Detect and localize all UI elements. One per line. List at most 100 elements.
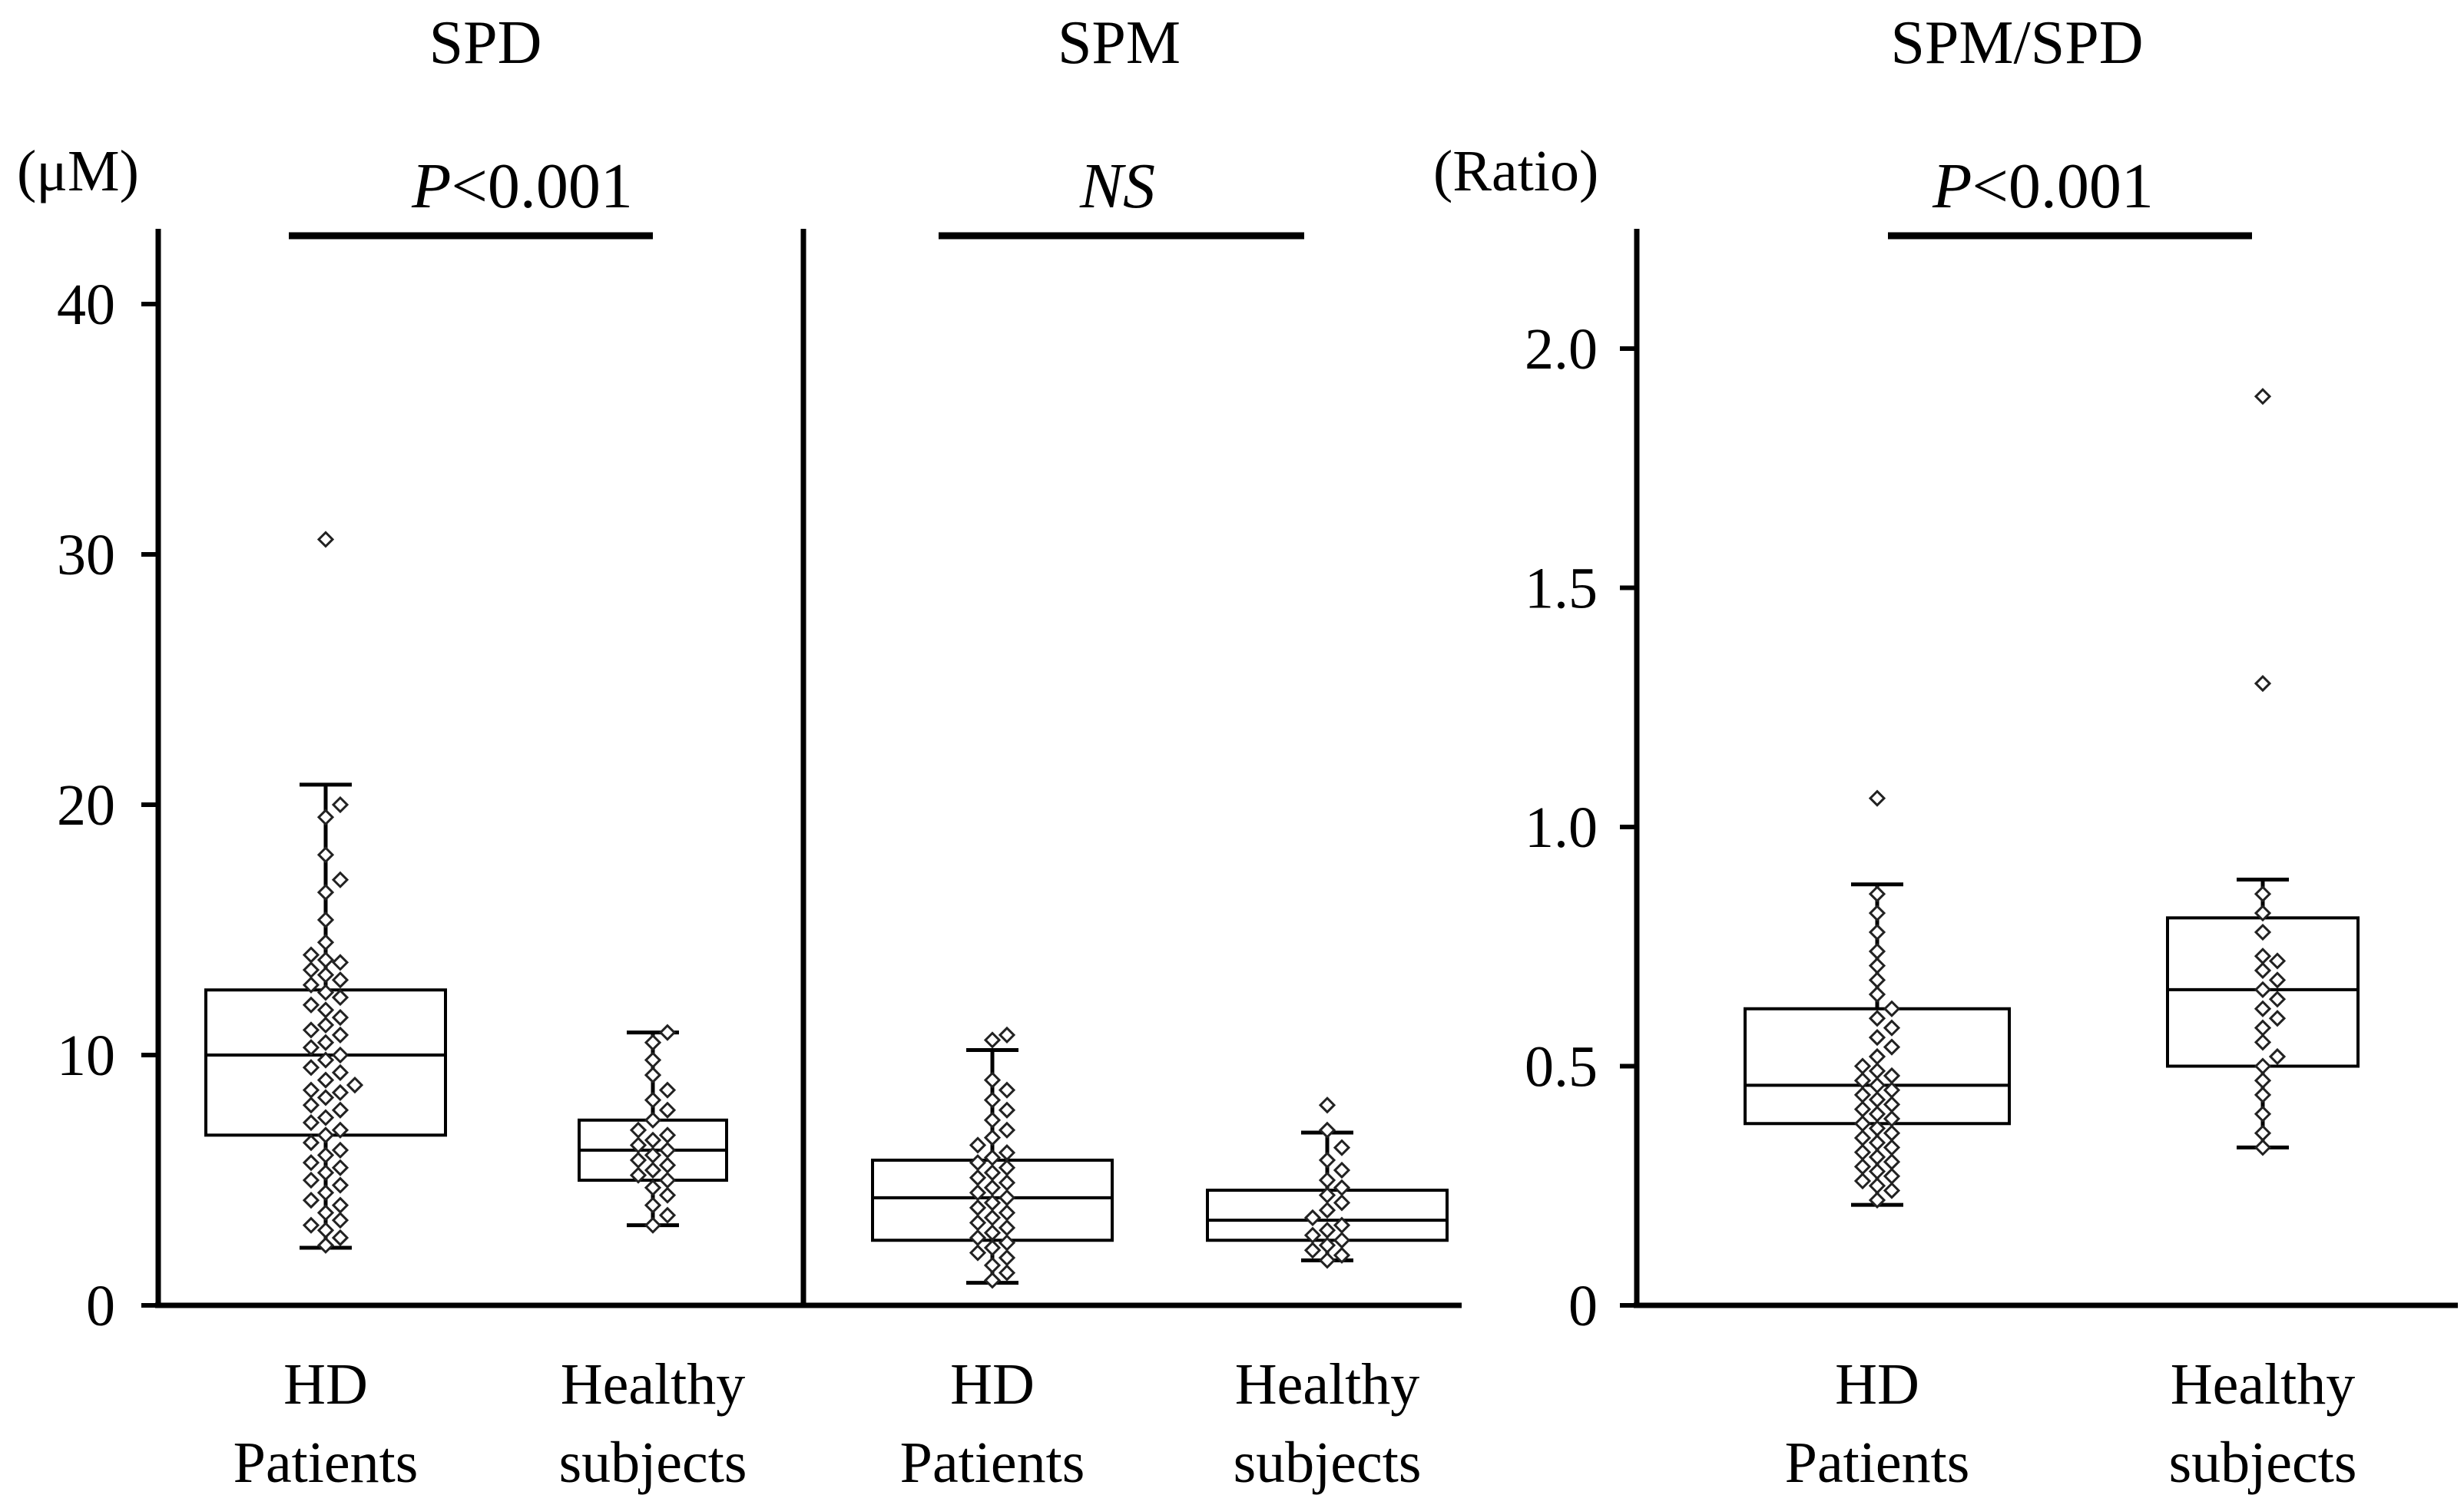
data-point (1868, 1062, 1886, 1080)
data-point (658, 1156, 677, 1174)
data-point (331, 988, 349, 1007)
x-label-ratio-hd-line1: HD (1835, 1352, 1919, 1417)
data-point (1853, 1158, 1872, 1176)
data-point (316, 1001, 335, 1019)
data-point (1868, 1028, 1886, 1047)
data-point (331, 1026, 349, 1044)
significance-label-ratio: P<0.001 (1932, 150, 2154, 222)
data-point (1333, 1179, 1351, 1196)
data-point (331, 1141, 349, 1159)
data-point (998, 1174, 1016, 1192)
data-point (331, 1008, 349, 1027)
data-point (644, 1131, 662, 1149)
data-point (302, 1059, 320, 1077)
data-point (2254, 674, 2272, 693)
data-point (1883, 1038, 1901, 1056)
data-point (302, 946, 320, 964)
data-point (969, 1244, 987, 1262)
data-point (998, 1144, 1016, 1162)
data-point (2268, 1047, 2287, 1066)
data-point (316, 1236, 335, 1254)
data-point (658, 1126, 677, 1144)
y-tick-label: 1.0 (1525, 796, 1598, 860)
data-point (316, 1034, 335, 1051)
y-tick-label: 20 (57, 773, 115, 838)
data-point (1868, 1148, 1886, 1166)
data-point (2254, 388, 2272, 405)
data-point (983, 1091, 1002, 1109)
data-point (2254, 1034, 2272, 1051)
data-point (331, 1063, 349, 1081)
data-point (969, 1169, 987, 1186)
data-point (1853, 1172, 1872, 1190)
data-point (644, 1146, 662, 1164)
data-point (1868, 1177, 1886, 1195)
data-point (316, 883, 335, 901)
data-point (316, 911, 335, 929)
data-point (969, 1184, 987, 1202)
data-point (1333, 1246, 1351, 1264)
data-point (629, 1121, 647, 1139)
data-point (644, 1066, 662, 1084)
data-point (969, 1199, 987, 1216)
data-point (1868, 1010, 1886, 1027)
data-point (302, 961, 320, 979)
data-point (2254, 948, 2272, 965)
x-label-ratio-healthy-line2: subjects (2169, 1431, 2357, 1495)
group-ratio-hd-patients (1744, 789, 2011, 1209)
data-point (983, 1179, 1002, 1196)
y-tick-label: 0 (86, 1274, 115, 1338)
data-point (1883, 1110, 1901, 1128)
y-unit-label-right: (Ratio) (1433, 139, 1598, 203)
data-point (316, 1222, 335, 1239)
group-spm-healthy-subjects (1206, 1096, 1449, 1269)
data-point (2254, 1124, 2272, 1142)
y-unit-label-left: (μM) (17, 139, 139, 203)
data-point (1333, 1161, 1351, 1179)
data-point (1883, 1081, 1901, 1099)
data-point (1318, 1096, 1336, 1114)
data-point (1853, 1086, 1872, 1104)
data-point (1883, 1067, 1901, 1085)
data-point (998, 1159, 1016, 1176)
data-point (998, 1081, 1016, 1099)
data-point (644, 1216, 662, 1234)
group-ratio-healthy-subjects (2166, 388, 2360, 1156)
data-point (1883, 1019, 1901, 1037)
data-point (983, 1111, 1002, 1129)
data-point (302, 1154, 320, 1172)
data-point (1303, 1226, 1322, 1244)
data-point (316, 1071, 335, 1089)
data-point (2254, 923, 2272, 941)
data-point (1853, 1100, 1872, 1118)
data-point (331, 1083, 349, 1102)
data-point (1868, 942, 1886, 961)
x-label-spm-healthy-line1: Healthy (1235, 1352, 1420, 1417)
data-point (1318, 1186, 1336, 1204)
data-point (1883, 1182, 1901, 1199)
data-point (316, 966, 335, 984)
data-point (2254, 1000, 2272, 1017)
data-point (983, 1149, 1002, 1166)
y-tick-label: 0 (1568, 1274, 1598, 1338)
group-spd-healthy-subjects (578, 1024, 728, 1234)
data-point (316, 531, 335, 548)
data-point (316, 809, 335, 826)
data-point (302, 1191, 320, 1209)
data-point (1883, 1124, 1901, 1142)
data-point (644, 1091, 662, 1109)
panel-title-spm: SPM (1058, 9, 1181, 77)
data-point (346, 1076, 364, 1094)
data-point (1853, 1129, 1872, 1147)
data-point (316, 1184, 335, 1202)
data-point (1333, 1232, 1351, 1249)
data-point (998, 1204, 1016, 1222)
data-point (331, 1159, 349, 1176)
data-point (316, 846, 335, 864)
data-point (1318, 1151, 1336, 1169)
group-spm-hd-patients (871, 1026, 1114, 1289)
significance-p-value: <0.001 (1972, 150, 2153, 222)
data-point (2254, 961, 2272, 980)
data-point (998, 1121, 1016, 1139)
significance-label-spd: P<0.001 (411, 150, 633, 222)
